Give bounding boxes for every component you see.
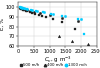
- Legend: 500 m/h, 1000 m/h, 400 m/h, 700 m/h, 1300 m/h: 500 m/h, 1000 m/h, 400 m/h, 700 m/h, 130…: [20, 63, 87, 68]
- Y-axis label: E, %: E, %: [0, 18, 5, 30]
- X-axis label: $C_v$, g m$^{-3}$: $C_v$, g m$^{-3}$: [44, 55, 71, 65]
